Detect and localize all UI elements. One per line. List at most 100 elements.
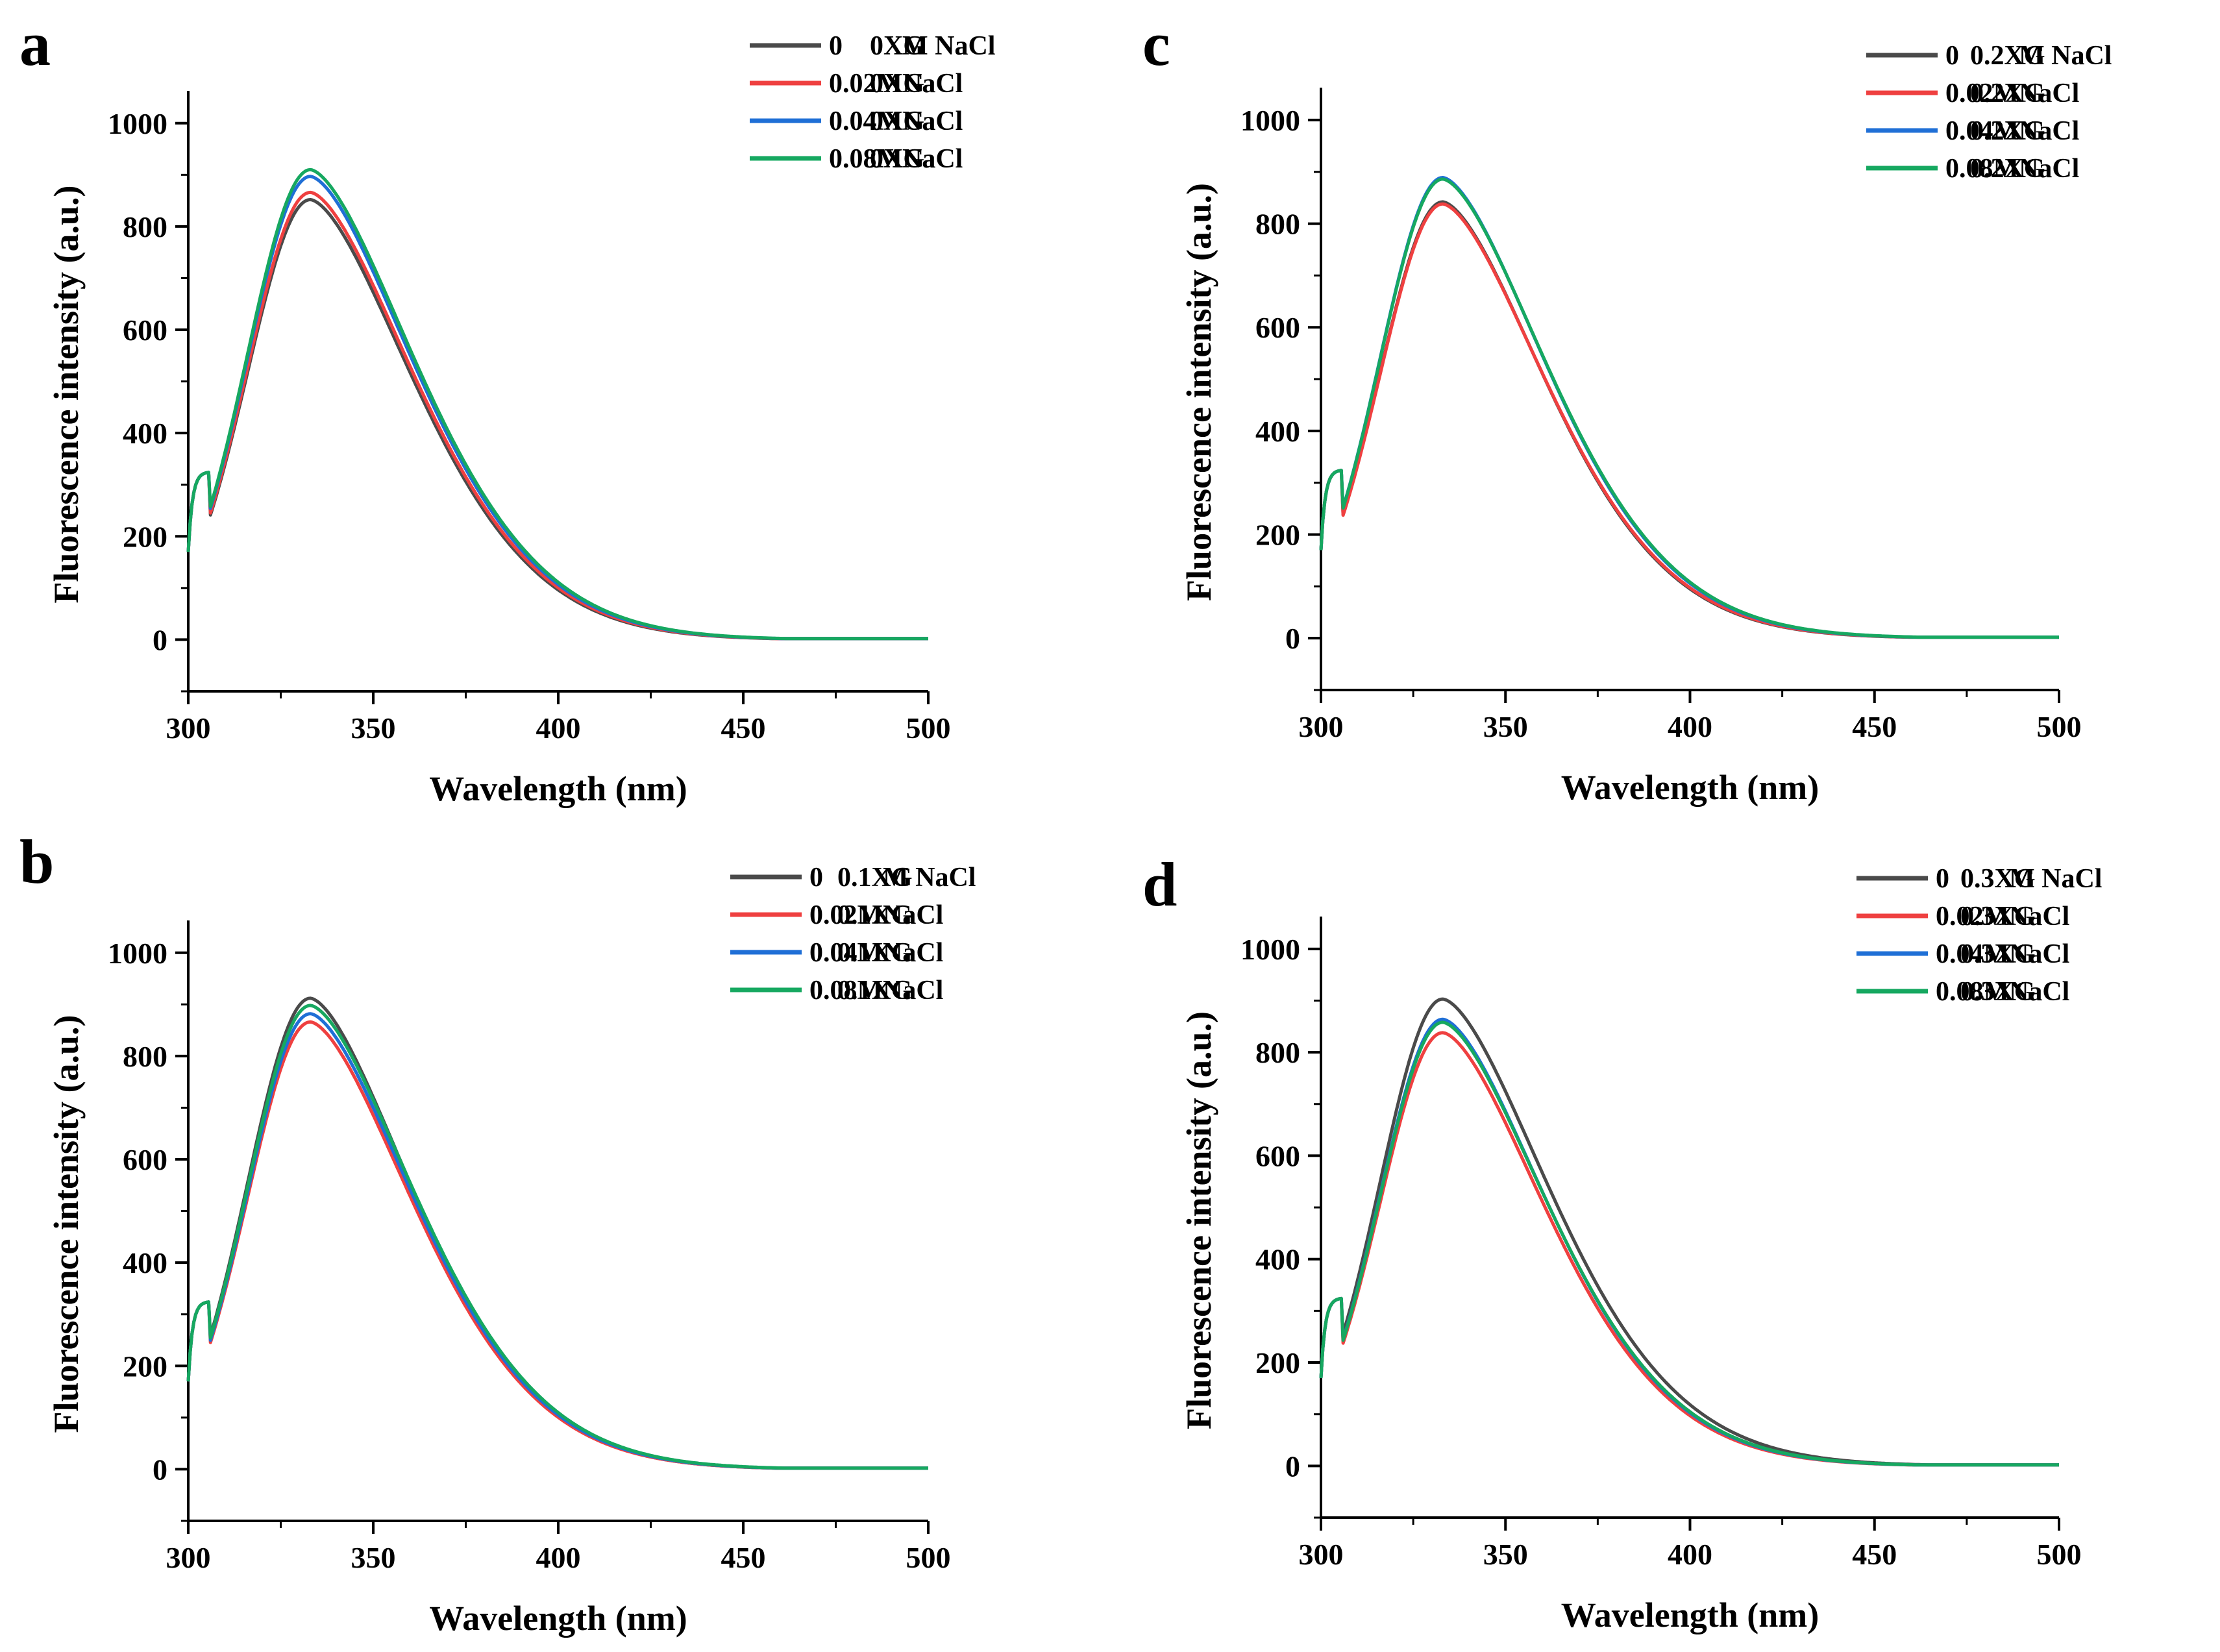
y-tick-label: 400 <box>123 417 167 450</box>
x-tick-label: 500 <box>2037 710 2082 743</box>
legend-label: NaCl <box>2019 79 2079 108</box>
series-line-0 <box>1319 200 2059 639</box>
y-tick-label: 200 <box>1255 519 1300 552</box>
legend-label: 0 <box>829 31 843 61</box>
legend-label: 0.3XG <box>1960 977 2036 1007</box>
chart-panel-c: c 300 350 400 450 500 0 200 400 600 800 1000 Wavelen… <box>1142 9 2112 807</box>
y-tick-label: 200 <box>123 520 167 553</box>
y-tick-label: 1000 <box>1240 933 1300 966</box>
legend-label: 0 <box>809 863 823 893</box>
legend-label: NaCl <box>2009 939 2069 969</box>
legend-label: 0.3XG <box>1960 939 2036 969</box>
legend-label: 0XG <box>870 69 924 99</box>
x-axis-title: Wavelength (nm) <box>429 1599 687 1638</box>
y-tick-label: 600 <box>123 314 167 347</box>
legend-label: 0.1XG <box>837 938 913 968</box>
y-axis-title: Fluorescence intensity (a.u.) <box>47 186 86 604</box>
legend-label: NaCl <box>883 976 943 1005</box>
legend-label: NaCl <box>902 144 963 174</box>
panel-letter: a <box>19 9 51 79</box>
y-tick-label: 600 <box>1255 1139 1300 1172</box>
y-tick-label: 1000 <box>108 107 167 140</box>
x-axis-title: Wavelength (nm) <box>429 769 687 808</box>
series-line-0 <box>186 996 928 1470</box>
panel-letter: d <box>1142 850 1177 919</box>
x-tick-label: 400 <box>1668 710 1712 743</box>
series-line-0.02M <box>1319 1031 2059 1467</box>
y-tick-label: 1000 <box>108 937 167 970</box>
legend-label: 0.3XG <box>1960 902 2036 931</box>
legend-label: 0.1XG <box>837 976 913 1005</box>
legend-label: 0.3XG <box>1960 864 2036 894</box>
x-tick-label: 400 <box>536 1541 581 1574</box>
series-line-0.04M <box>186 1012 928 1470</box>
series-line-0 <box>1319 997 2059 1467</box>
y-tick-label: 600 <box>1255 311 1300 344</box>
x-tick-label: 350 <box>351 1541 396 1574</box>
legend-label: NaCl <box>2009 902 2069 931</box>
chart-panel-d: d 300 350 400 450 500 0 200 400 600 800 1000 Wavelen… <box>1142 850 2102 1634</box>
legend-label: NaCl <box>883 938 943 968</box>
x-tick-label: 350 <box>351 711 396 745</box>
legend-label: 0XG <box>870 144 924 174</box>
y-tick-label: 0 <box>1285 622 1300 655</box>
legend-label: 0.1XG <box>837 900 913 930</box>
legend-label: NaCl <box>2009 977 2069 1007</box>
y-tick-label: 400 <box>123 1246 167 1279</box>
x-tick-label: 350 <box>1483 710 1528 743</box>
y-tick-label: 0 <box>153 623 167 656</box>
legend-label: 0.04M <box>829 106 902 136</box>
legend-label: 0.08M <box>1945 154 2019 184</box>
legend-label: 0XG <box>870 106 924 136</box>
series-line-0.02M <box>186 190 928 641</box>
x-tick-label: 350 <box>1483 1538 1528 1571</box>
legend-label: 0.04M <box>1945 116 2019 146</box>
legend-label: M NaCl <box>2019 41 2112 71</box>
x-tick-label: 300 <box>1299 1538 1344 1571</box>
legend-label: 0.02M <box>1936 902 2009 931</box>
y-tick-label: 200 <box>123 1350 167 1383</box>
series-line-0 <box>186 198 928 641</box>
legend-label: M NaCl <box>2009 864 2102 894</box>
legend-label: 0.02M <box>809 900 883 930</box>
x-tick-label: 400 <box>536 711 581 745</box>
y-tick-label: 400 <box>1255 415 1300 448</box>
y-tick-label: 600 <box>123 1143 167 1176</box>
series-line-0.08M <box>186 167 928 641</box>
series-line-0.08M <box>1319 1020 2059 1467</box>
legend-label: M NaCl <box>883 863 976 893</box>
legend-label: 0.08M <box>809 976 883 1005</box>
y-tick-label: 200 <box>1255 1346 1300 1379</box>
legend-label: NaCl <box>902 69 963 99</box>
legend-label: NaCl <box>2019 116 2079 146</box>
y-tick-label: 800 <box>123 210 167 243</box>
y-axis-title: Fluorescence intensity (a.u.) <box>1179 1011 1218 1429</box>
x-tick-label: 500 <box>906 1541 951 1574</box>
legend-label: 0.1XG <box>837 863 913 893</box>
x-tick-label: 450 <box>1852 1538 1897 1571</box>
y-tick-label: 0 <box>1285 1449 1300 1483</box>
y-tick-label: 800 <box>123 1040 167 1073</box>
legend-label: NaCl <box>902 106 963 136</box>
legend-label: 0 <box>1945 41 1959 71</box>
legend-label: 0.04M <box>809 938 883 968</box>
series-line-0.08M <box>186 1004 928 1470</box>
x-tick-label: 300 <box>166 1541 211 1574</box>
legend-label: 0.2XG <box>1970 41 2045 71</box>
x-axis-title: Wavelength (nm) <box>1561 768 1819 807</box>
series-line-0.04M <box>1319 176 2059 639</box>
y-tick-label: 1000 <box>1240 104 1300 137</box>
legend-label: 0 <box>1936 864 1949 894</box>
y-tick-label: 800 <box>1255 1036 1300 1069</box>
y-tick-label: 0 <box>153 1453 167 1486</box>
series-line-0.08M <box>1319 177 2059 639</box>
legend-label: 0.2XG <box>1970 116 2045 146</box>
panel-letter: c <box>1142 9 1170 79</box>
x-tick-label: 300 <box>166 711 211 745</box>
y-tick-label: 800 <box>1255 208 1300 241</box>
panel-letter: b <box>19 827 54 896</box>
y-axis-title: Fluorescence intensity (a.u.) <box>47 1015 86 1433</box>
legend-label: 0.08M <box>1936 977 2009 1007</box>
